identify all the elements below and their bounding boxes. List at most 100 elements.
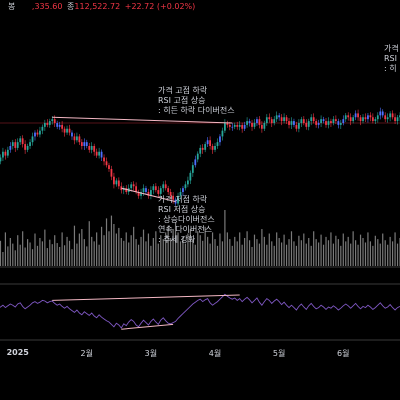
candle-body [194,159,197,166]
volume-bar [347,236,349,266]
candle-body [391,113,394,118]
volume-bar [327,240,330,266]
candle-body [26,146,29,150]
ann-cont-line-1: 연속 다이버전스 [158,225,213,234]
candle-body [150,190,152,196]
candle-body [221,130,224,137]
candle-body [66,128,68,133]
volume-bar [86,246,88,266]
candle-body [332,119,335,123]
x-tick-label: 6월 [337,349,350,358]
volume-bar [387,244,389,266]
volume-bar [340,245,342,266]
ann-bottom-line-2: RSI 저점 상승 [158,205,206,214]
candle-body [228,124,231,127]
candle-body [83,142,86,146]
volume-bar [46,248,48,266]
volume-bar [66,236,68,266]
volume-bar [162,239,164,266]
volume-bar [298,235,300,266]
candle-body [300,119,303,123]
ann-top-line-1: 가격 고점 하락 [158,86,208,95]
candle-body [367,115,369,120]
candle-body [347,115,350,118]
volume-bar [145,241,147,266]
volume-bar [103,235,105,266]
volume-bar [308,238,310,266]
volume-bar [118,227,120,266]
candle-body [56,123,59,127]
candle-body [381,111,384,116]
candle-body [337,121,340,125]
volume-bar [392,241,394,266]
price-pane [0,107,400,207]
volume-bar [241,244,243,266]
candle-body [39,130,41,135]
candle-body [16,142,19,148]
candle-body [98,151,101,156]
candle-body [283,117,285,122]
volume-bar [142,229,145,266]
candle-body [120,186,123,191]
volume-bar [184,243,187,266]
candle-body [105,161,108,166]
candle-body [108,165,110,169]
candle-body [182,188,184,192]
candle-body [110,169,113,177]
candle-body [342,119,345,123]
ann-right-line-2: RSI [384,54,397,63]
close-value: 112,522.72 [74,2,121,11]
candle-body [369,115,372,118]
volume-bar [374,235,376,266]
candle-body [246,121,248,125]
volume-bar [207,236,209,266]
candle-body [251,123,253,127]
candle-body [140,192,142,196]
candle-body [386,117,389,120]
candle-body [117,180,120,187]
x-tick-label: 3월 [144,349,158,358]
candle-body [327,121,330,125]
volume-bar [214,239,216,266]
change-value: +22.72 (+0.02%) [124,2,196,11]
candle-body [29,142,31,146]
candle-body [214,146,216,150]
candle-body [135,186,138,192]
volume-bar [268,233,270,266]
candle-body [184,184,187,189]
volume-bar [330,232,332,266]
candle-body [0,157,2,162]
volume-bar [253,234,256,266]
volume-bar [318,242,320,266]
volume-bar [285,244,288,266]
candle-body [46,123,49,125]
candle-body [85,142,88,146]
rsi-pane [0,293,400,329]
x-tick-label: 2월 [80,349,94,358]
volume-bar [26,239,29,266]
candle-body [4,151,7,156]
candle-body [305,123,308,127]
volume-bar [59,246,61,266]
rsi-line [0,293,400,329]
candle-body [95,151,98,156]
close-label: 종 [67,2,75,11]
volume-bar [315,239,317,266]
candle-body [132,184,135,187]
volume-bar [68,240,71,266]
annotation-bottom-divergence: 가격 저점 하락 RSI 저점 상승 : 상승다이버전스 연속 다이버전스 : … [158,195,215,245]
volume-bar [295,245,298,266]
volume-bar [125,232,127,266]
candle-body [263,123,266,129]
volume-bar [389,236,391,266]
candle-body [219,136,221,143]
candle-body [6,149,9,156]
volume-pane [0,210,400,266]
volume-bar [226,232,228,266]
candle-body [73,136,76,141]
volume-bar [41,241,43,266]
volume-bar [305,243,307,266]
volume-bar [81,229,83,266]
candle-body [93,146,96,152]
candle-body [209,140,211,146]
